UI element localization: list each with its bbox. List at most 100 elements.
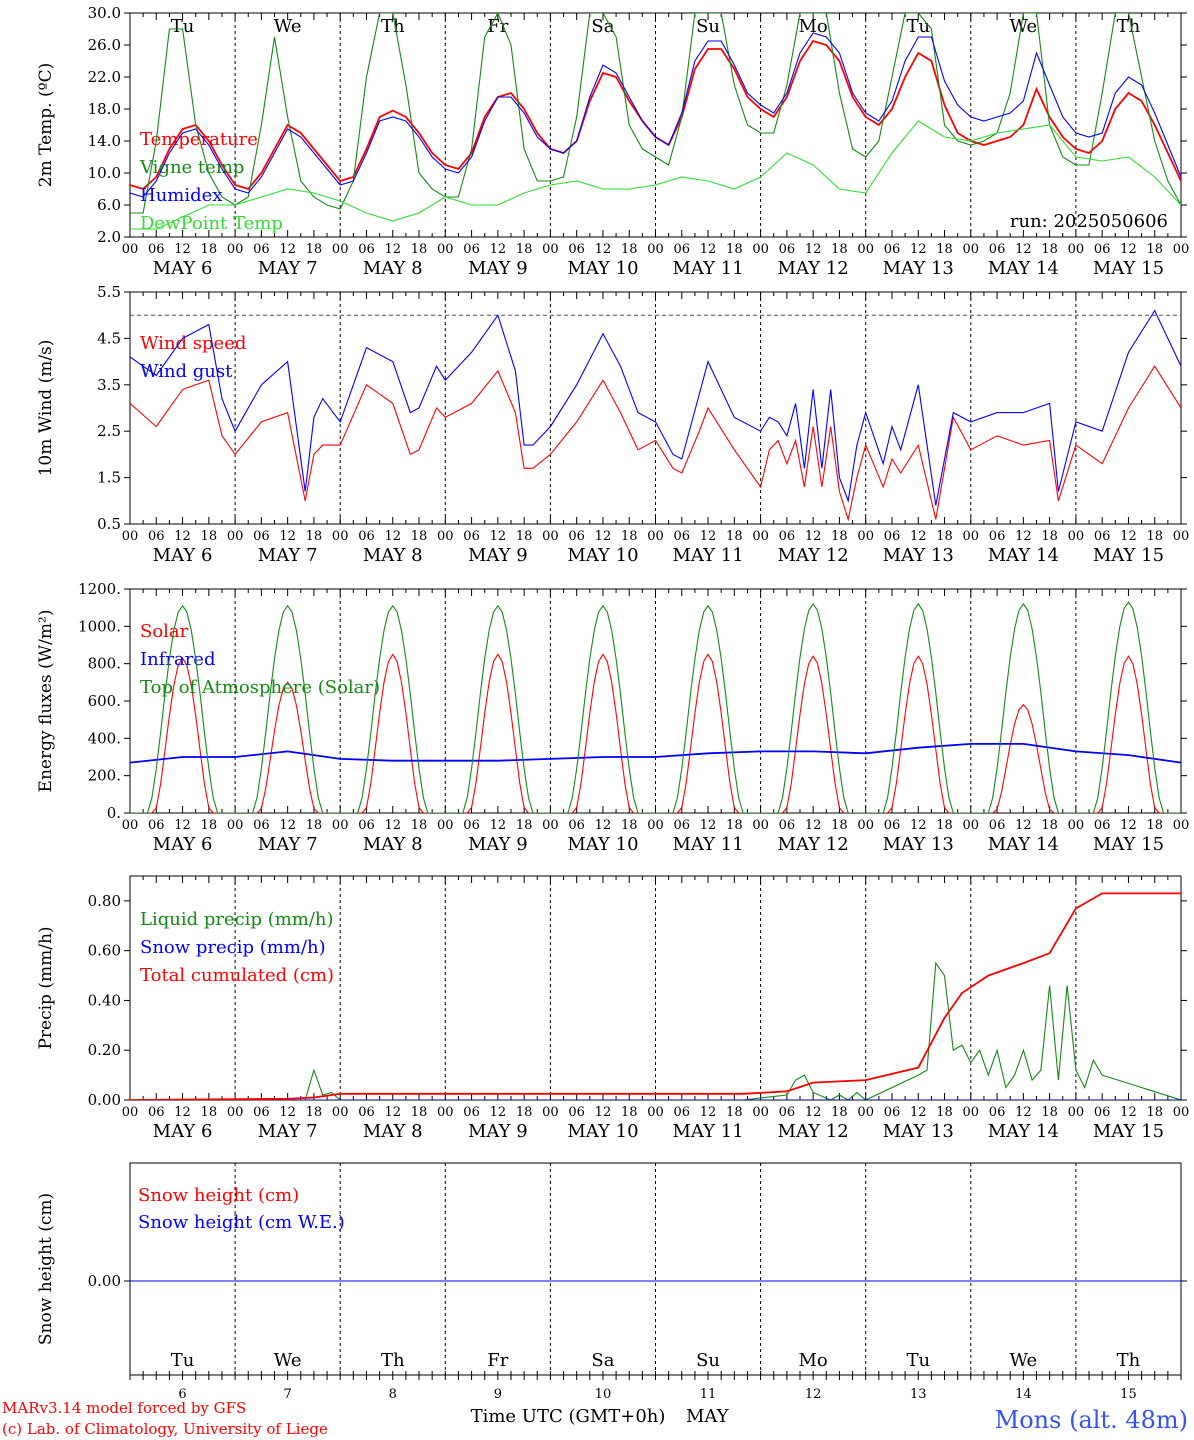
- weekday-label: We: [1010, 1350, 1038, 1371]
- hour-tick-label: 00: [857, 818, 874, 833]
- series-line-solar: [130, 653, 1181, 813]
- hour-tick-label: 00: [963, 529, 980, 544]
- hour-tick-label: 12: [910, 529, 927, 544]
- y-tick-label: 30.0: [88, 4, 121, 22]
- y-tick-label: 600.: [88, 692, 121, 710]
- legend-entry: Wind gust: [140, 361, 233, 382]
- hour-tick-label: 00: [542, 529, 559, 544]
- weekday-label: Th: [381, 1350, 405, 1371]
- series-line-liquid-precip-mm-h-: [130, 961, 1181, 1100]
- hour-tick-label: 06: [779, 242, 796, 257]
- hour-tick-label: 18: [1041, 818, 1058, 833]
- hour-tick-label: 12: [1015, 529, 1032, 544]
- y-axis-label: Snow height (cm): [36, 1193, 56, 1345]
- hour-tick-label: 18: [516, 242, 533, 257]
- day-number-label: 10: [595, 1387, 612, 1402]
- date-label: MAY 13: [883, 1121, 954, 1142]
- date-label: MAY 9: [468, 834, 528, 855]
- hour-tick-label: 00: [227, 1105, 244, 1120]
- weekday-label: Mo: [799, 1350, 828, 1371]
- hour-tick-label: 18: [831, 818, 848, 833]
- hour-tick-label: 12: [279, 818, 296, 833]
- hour-tick-label: 06: [358, 818, 375, 833]
- hour-tick-label: 06: [884, 529, 901, 544]
- hour-tick-label: 06: [463, 529, 480, 544]
- hour-tick-label: 12: [805, 242, 822, 257]
- legend-entry: Snow precip (mm/h): [140, 937, 326, 958]
- plot-frame: [129, 588, 1182, 814]
- hour-tick-label: 12: [1120, 529, 1137, 544]
- hour-tick-label: 12: [1015, 1105, 1032, 1120]
- hour-tick-label: 00: [332, 1105, 349, 1120]
- hour-tick-label: 06: [148, 1105, 165, 1120]
- hour-tick-label: 18: [621, 242, 638, 257]
- y-tick-label: 1200.: [78, 580, 121, 598]
- hour-tick-label: 18: [621, 1105, 638, 1120]
- hour-tick-label: 12: [384, 242, 401, 257]
- hour-tick-label: 18: [936, 529, 953, 544]
- hour-tick-label: 18: [726, 1105, 743, 1120]
- date-label: MAY 10: [567, 545, 638, 566]
- hour-tick-label: 12: [279, 529, 296, 544]
- y-tick-label: 0.5: [97, 515, 121, 533]
- y-tick-label: 0.20: [88, 1041, 121, 1059]
- legend-entry: DewPoint Temp: [140, 213, 283, 234]
- hour-tick-label: 06: [674, 242, 691, 257]
- hour-tick-label: 12: [595, 818, 612, 833]
- y-axis-label: 2m Temp. (ºC): [36, 63, 56, 188]
- hour-tick-label: 06: [463, 818, 480, 833]
- panel-energy: 00 06 12 18 00 06 12 18 00 06 12 18 00 06 12 18 00 06 12 18…: [36, 580, 1189, 855]
- hour-tick-label: 12: [384, 1105, 401, 1120]
- legend-entry: Top of Atmosphere (Solar): [140, 677, 380, 698]
- date-label: MAY 15: [1093, 545, 1164, 566]
- y-axis-label: Energy fluxes (W/m²): [36, 610, 56, 793]
- series-line-wind-gust: [130, 309, 1181, 506]
- hour-tick-label: 18: [1146, 818, 1163, 833]
- hour-tick-label: 12: [805, 818, 822, 833]
- hour-tick-label: 00: [122, 818, 139, 833]
- date-label: MAY 12: [778, 834, 849, 855]
- date-label: MAY 9: [468, 1121, 528, 1142]
- hour-tick-label: 00: [963, 242, 980, 257]
- y-tick-label: 1000.: [78, 617, 121, 635]
- hour-tick-label: 18: [831, 529, 848, 544]
- legend-entry: Humidex: [140, 185, 222, 206]
- date-label: MAY 13: [883, 258, 954, 279]
- hour-tick-label: 00: [1068, 529, 1085, 544]
- hour-tick-label: 12: [174, 242, 191, 257]
- legend-entry: Vigne temp: [139, 157, 244, 178]
- date-label: MAY 8: [363, 258, 423, 279]
- hour-tick-label: 06: [148, 242, 165, 257]
- hour-tick-label: 12: [700, 242, 717, 257]
- hour-tick-label: 06: [779, 529, 796, 544]
- y-tick-label: 0.00: [88, 1272, 121, 1290]
- hour-tick-label: 00: [647, 818, 664, 833]
- panel-snow: Tu 6 We 7 Th 8 Fr 9 Sa 10 Su 11 Mo 12 Tu 13 We 14 Th 15 0.00…: [36, 1162, 1187, 1402]
- hour-tick-label: 18: [201, 1105, 218, 1120]
- hour-tick-label: 00: [437, 529, 454, 544]
- y-tick-label: 200.: [88, 767, 121, 785]
- hour-tick-label: 12: [490, 242, 507, 257]
- hour-tick-label: 18: [411, 818, 428, 833]
- hour-tick-label: 06: [884, 818, 901, 833]
- hour-tick-label: 06: [253, 242, 270, 257]
- hour-tick-label: 00: [1173, 818, 1190, 833]
- date-label: MAY 6: [153, 834, 213, 855]
- hour-tick-label: 18: [306, 1105, 323, 1120]
- hour-tick-label: 06: [568, 1105, 585, 1120]
- xaxis-month: MAY: [686, 1406, 730, 1427]
- hour-tick-label: 12: [384, 818, 401, 833]
- date-label: MAY 9: [468, 545, 528, 566]
- hour-tick-label: 18: [1146, 529, 1163, 544]
- weekday-label: We: [274, 1350, 302, 1371]
- hour-tick-label: 12: [805, 1105, 822, 1120]
- hour-tick-label: 12: [1120, 242, 1137, 257]
- date-label: MAY 12: [778, 1121, 849, 1142]
- hour-tick-label: 12: [910, 818, 927, 833]
- hour-tick-label: 18: [1146, 1105, 1163, 1120]
- hour-tick-label: 06: [989, 818, 1006, 833]
- hour-tick-label: 00: [122, 529, 139, 544]
- hour-tick-label: 18: [201, 818, 218, 833]
- hour-tick-label: 18: [306, 242, 323, 257]
- date-label: MAY 11: [672, 258, 743, 279]
